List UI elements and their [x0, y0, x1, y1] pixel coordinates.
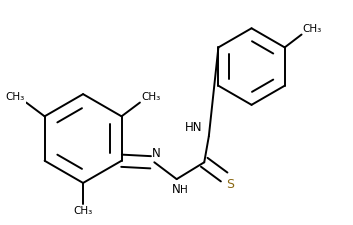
Text: N: N	[172, 183, 180, 196]
Text: HN: HN	[185, 122, 202, 134]
Text: CH₃: CH₃	[141, 92, 160, 102]
Text: CH₃: CH₃	[73, 206, 93, 216]
Text: S: S	[226, 178, 234, 191]
Text: CH₃: CH₃	[303, 24, 322, 34]
Text: N: N	[152, 147, 161, 160]
Text: H: H	[180, 185, 187, 195]
Text: CH₃: CH₃	[6, 92, 25, 102]
